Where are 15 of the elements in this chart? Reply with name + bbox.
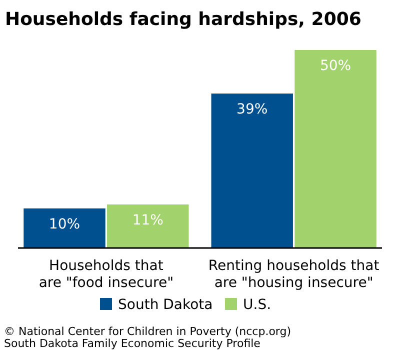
- data-label: 39%: [236, 102, 268, 118]
- legend-label: U.S.: [243, 297, 272, 313]
- data-label: 11%: [132, 212, 164, 228]
- bar: [211, 94, 293, 248]
- bar: [107, 204, 189, 248]
- data-label: 50%: [320, 58, 352, 74]
- x-tick-label: Households that are "food insecure": [38, 258, 174, 291]
- chart-title: Households facing hardships, 2006: [5, 9, 362, 30]
- bar: [24, 208, 106, 248]
- legend-label: South Dakota: [118, 297, 213, 313]
- bar: [294, 50, 376, 248]
- text: South Dakota Family Economic Security Profile: [4, 337, 261, 350]
- x-tick-label: Renting households that are "housing insecure": [208, 258, 380, 291]
- data-label: 10%: [48, 216, 80, 232]
- text: © National Center for Children in Poverty (nccp.org): [4, 325, 292, 338]
